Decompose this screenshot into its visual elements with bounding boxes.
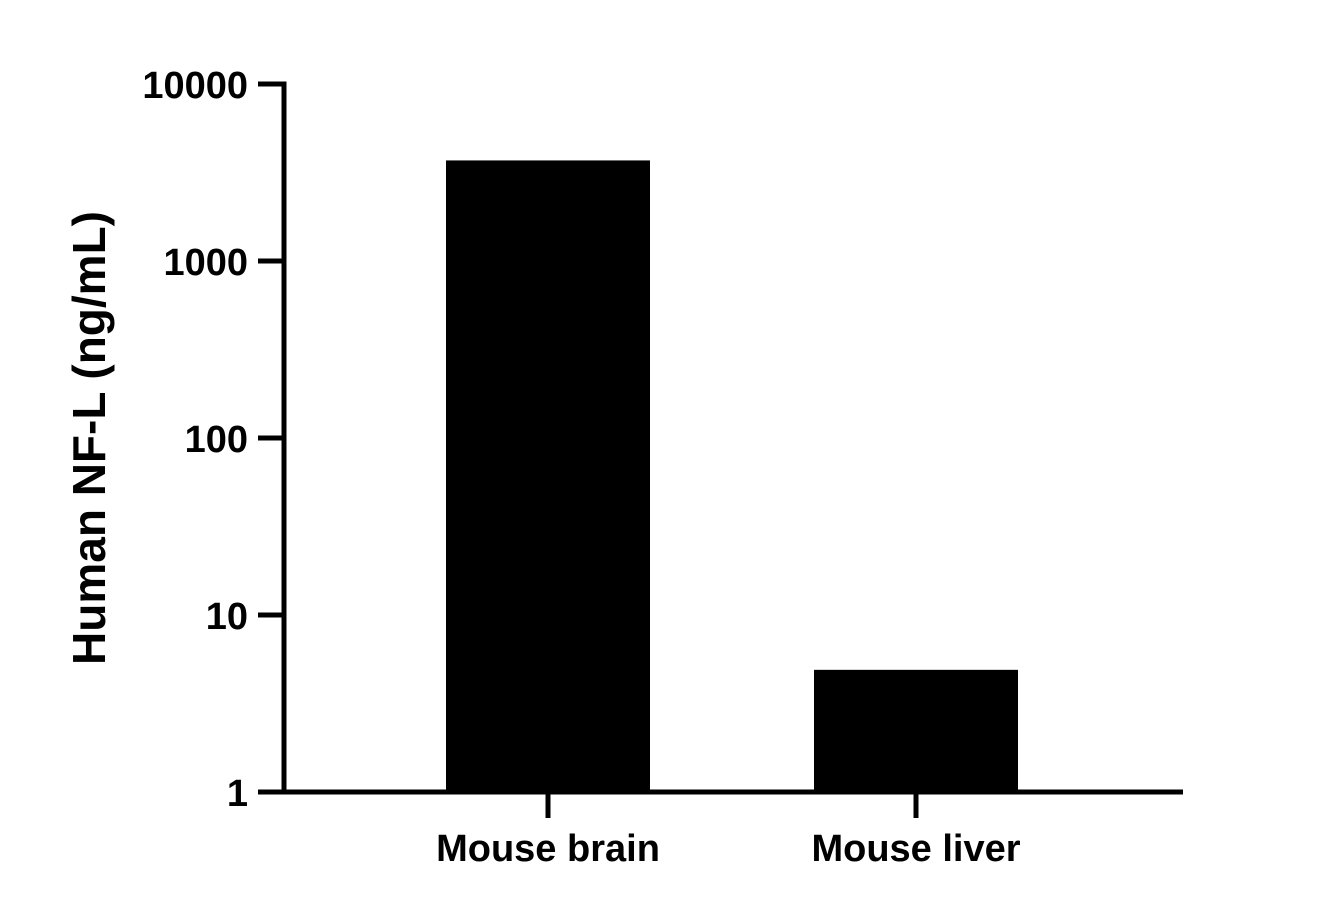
y-tick-label: 10000 — [142, 65, 248, 107]
bar-mouse-brain — [446, 160, 650, 793]
y-tick-label: 10 — [206, 596, 248, 638]
y-tick-label: 1 — [227, 773, 248, 815]
y-axis-ticks: 1 10 100 1000 10000 — [142, 65, 284, 815]
y-axis-title: Human NF-L (ng/mL) — [63, 211, 115, 665]
y-tick-label: 1000 — [163, 242, 248, 284]
x-tick-label: Mouse brain — [436, 828, 660, 870]
y-tick-label: 100 — [185, 419, 248, 461]
bars — [446, 160, 1018, 793]
x-axis-ticks: Mouse brain Mouse liver — [436, 792, 1021, 870]
bar-mouse-liver — [814, 669, 1018, 792]
x-tick-label: Mouse liver — [811, 828, 1020, 870]
